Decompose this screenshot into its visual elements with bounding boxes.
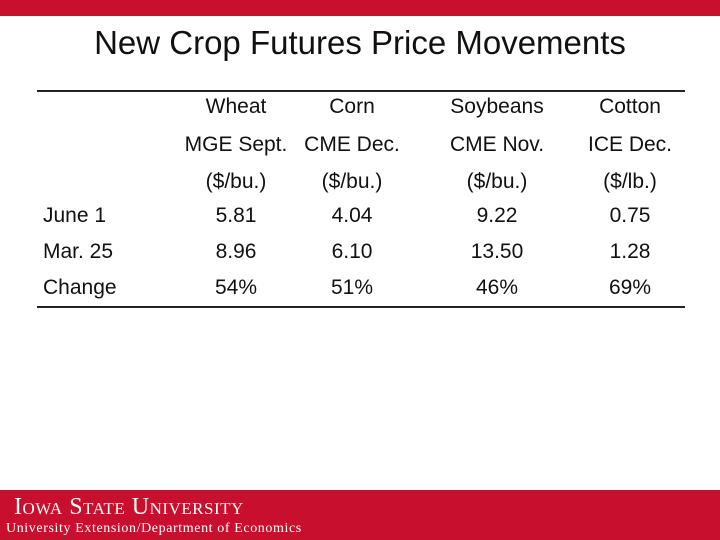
department: University Extension/Department of Econo… — [6, 521, 302, 536]
cell-value: 0.75 — [609, 204, 651, 227]
cell-value: 4.04 — [331, 204, 373, 227]
column-name: Soybeans — [450, 95, 544, 118]
cell-value: 54% — [214, 276, 258, 299]
column-exchange: CME Nov. — [449, 133, 545, 156]
title: New Crop Futures Price Movements — [94, 24, 626, 61]
column-name: Corn — [329, 95, 375, 118]
cell-value: 51% — [330, 276, 374, 299]
row-label: June 1 — [43, 204, 107, 227]
cell-value: 69% — [608, 276, 652, 299]
cell-value: 13.50 — [470, 240, 524, 263]
row-label: Mar. 25 — [43, 240, 114, 263]
cell-value: 8.96 — [215, 240, 257, 263]
column-name: Wheat — [205, 95, 267, 118]
logo: Iowa State University — [14, 494, 244, 520]
column-unit: ($/lb.) — [603, 170, 657, 193]
column-unit: ($/bu.) — [466, 170, 528, 193]
cell-value: 5.81 — [215, 204, 257, 227]
column-unit: ($/bu.) — [205, 170, 267, 193]
table-top-rule — [37, 90, 685, 92]
column-exchange: MGE Sept. — [184, 133, 288, 156]
footer-bar — [0, 490, 720, 540]
column-exchange: ICE Dec. — [587, 133, 673, 156]
row-label: Change — [43, 276, 117, 299]
cell-value: 6.10 — [331, 240, 373, 263]
top-bar — [0, 0, 720, 16]
table-bottom-rule — [37, 306, 685, 308]
column-name: Cotton — [599, 95, 661, 118]
column-exchange: CME Dec. — [304, 133, 400, 156]
cell-value: 46% — [475, 276, 519, 299]
cell-value: 9.22 — [476, 204, 518, 227]
column-unit: ($/bu.) — [321, 170, 383, 193]
cell-value: 1.28 — [609, 240, 651, 263]
